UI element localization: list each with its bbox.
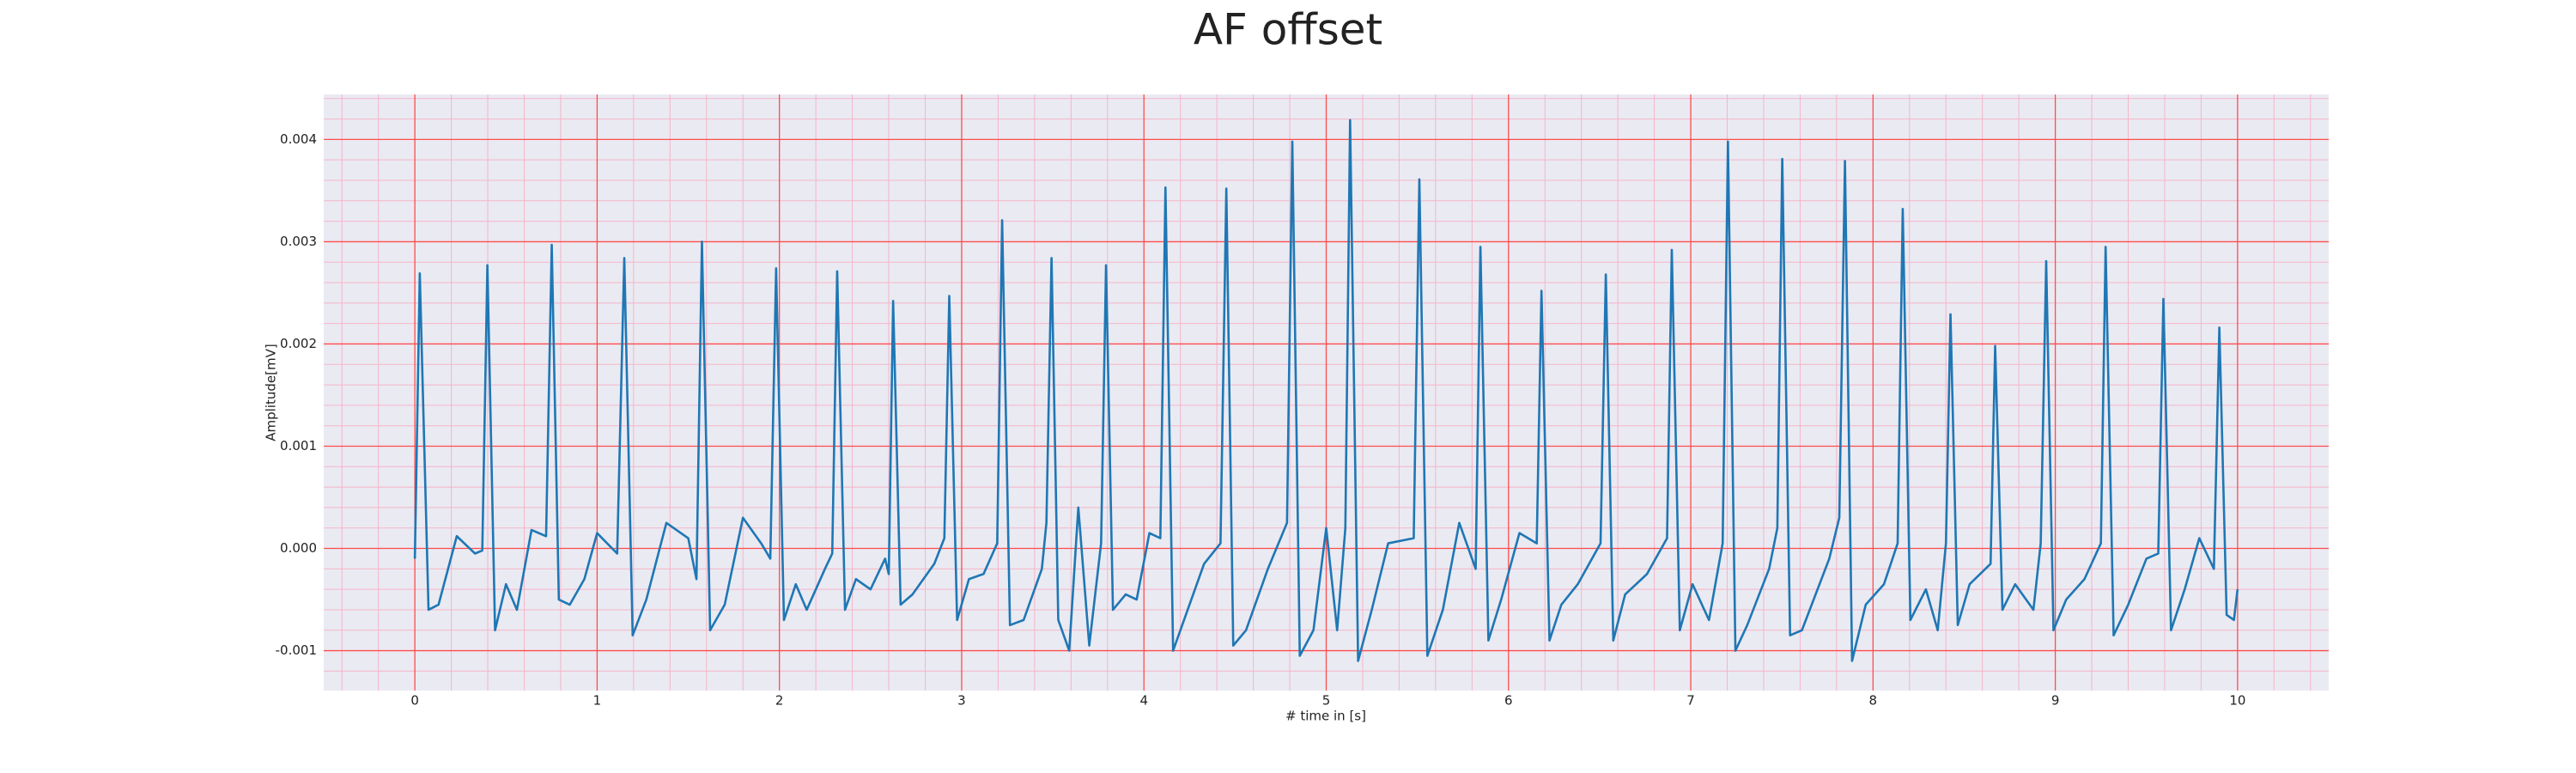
x-tick-label: 3 [957,693,966,709]
x-tick-label: 5 [1322,693,1331,709]
x-tick-label: 4 [1139,693,1148,709]
x-axis-label: # time in [s] [1285,709,1366,724]
x-tick-label: 2 [775,693,784,709]
y-axis-label: Amplitude[mV] [264,344,279,441]
x-tick-label: 6 [1504,693,1513,709]
x-tick-label: 7 [1686,693,1695,709]
series-line [413,119,2239,662]
y-tick-label: -0.001 [276,642,317,658]
y-tick-label: 0.001 [280,438,317,453]
chart-title: AF offset [1194,5,1382,55]
y-tick-label: 0.004 [280,131,317,147]
y-tick-label: 0.002 [280,336,317,351]
x-tick-label: 9 [2051,693,2060,709]
y-tick-label: 0.003 [280,234,317,249]
x-tick-label: 8 [1869,693,1878,709]
x-tick-label: 0 [410,693,419,709]
y-tick-label: 0.000 [280,540,317,556]
x-tick-label: 10 [2229,693,2245,709]
x-tick-label: 1 [593,693,602,709]
